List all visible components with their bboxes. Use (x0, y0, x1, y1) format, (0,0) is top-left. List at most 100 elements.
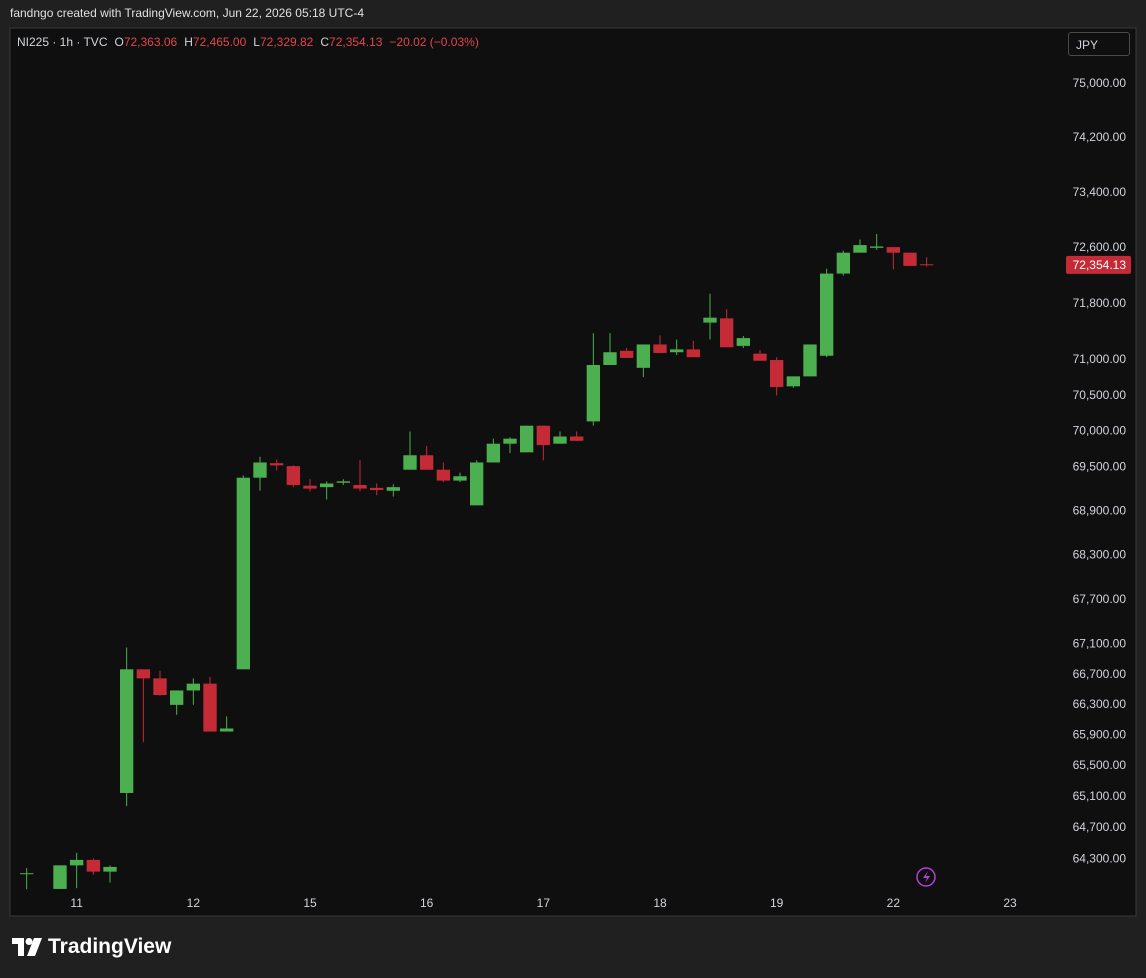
y-tick-label: 67,100.00 (1073, 637, 1127, 651)
x-tick-label: 23 (1003, 896, 1017, 910)
candle-body (686, 349, 700, 358)
candle-body (286, 466, 300, 485)
chart-frame (9, 27, 1137, 917)
candle-body (453, 476, 467, 481)
candle-body (870, 246, 884, 248)
x-tick-label: 18 (653, 896, 667, 910)
y-tick-label: 72,600.00 (1073, 240, 1127, 254)
legend-key: L (253, 35, 260, 49)
legend-value: 72,465.00 (192, 35, 247, 49)
candle-body (236, 477, 250, 670)
candle-body (920, 264, 934, 266)
candle-body (120, 669, 134, 793)
candle-body (753, 353, 767, 361)
candle-body (386, 487, 400, 491)
x-tick-label: 16 (420, 896, 434, 910)
candle-body (103, 866, 117, 872)
candle-body (20, 873, 34, 875)
candle-body (603, 352, 617, 365)
candle-body (203, 683, 217, 732)
legend-value: 72,363.06 (123, 35, 178, 49)
candle-body (186, 683, 200, 691)
candle-body (770, 360, 784, 388)
y-tick-label: 74,200.00 (1073, 130, 1127, 144)
y-tick-label: 65,100.00 (1073, 789, 1127, 803)
legend: NI225 · 1h · TVC O 72,363.06 H 72,465.00 L 72… (17, 35, 479, 49)
candle-body (553, 436, 567, 444)
candle-body (520, 425, 534, 453)
y-tick-label: 64,300.00 (1073, 851, 1127, 865)
legend-value: 72,354.13 (329, 35, 383, 49)
candle-body (153, 678, 167, 696)
y-tick-label: 68,900.00 (1073, 503, 1127, 517)
candle-body (220, 728, 234, 732)
legend-key: H (184, 35, 193, 49)
currency-button[interactable]: JPY (1068, 32, 1130, 56)
y-tick-label: 68,300.00 (1073, 547, 1127, 561)
x-tick-label: 15 (303, 896, 317, 910)
candle-body (786, 376, 800, 387)
y-tick-label: 71,800.00 (1073, 296, 1127, 310)
y-tick-label: 66,300.00 (1073, 697, 1127, 711)
last-price-label: 72,354.13 (1073, 258, 1127, 272)
candle-body (886, 247, 900, 253)
candle-body (586, 364, 600, 422)
legend-change: −20.02 (−0.03%) (389, 35, 479, 49)
candle-body (436, 469, 450, 481)
brand: TradingView (12, 935, 171, 959)
candle-body (86, 859, 100, 872)
y-tick-label: 75,000.00 (1073, 76, 1127, 90)
x-tick-label: 17 (537, 896, 551, 910)
y-tick-label: 65,900.00 (1073, 728, 1127, 742)
candle-body (336, 481, 350, 483)
x-tick-label: 11 (70, 896, 83, 910)
candle-body (486, 443, 500, 463)
candle-body (170, 690, 184, 705)
candle-body (70, 859, 84, 866)
brand-name: TradingView (48, 935, 172, 958)
y-tick-label: 73,400.00 (1073, 185, 1127, 199)
candle-body (370, 487, 384, 491)
candle-body (470, 462, 484, 506)
candle-body (136, 669, 150, 679)
candle-body (736, 338, 750, 346)
symbol-title: NI225 · 1h · TVC (17, 35, 108, 49)
candle-body (670, 349, 684, 353)
candle-body (820, 273, 834, 356)
y-tick-label: 64,700.00 (1073, 820, 1127, 834)
candle-body (720, 318, 734, 348)
lightning-bolt (923, 871, 930, 883)
candle-body (53, 865, 67, 889)
candle-body (320, 483, 334, 488)
y-tick-label: 70,500.00 (1073, 388, 1127, 402)
last-price-tag (1066, 255, 1131, 274)
brand-logo (12, 938, 42, 956)
y-tick-label: 65,500.00 (1073, 758, 1127, 772)
candle-body (420, 455, 434, 470)
x-tick-label: 19 (770, 896, 784, 910)
candle-body (836, 252, 850, 274)
candle-body (253, 462, 267, 478)
legend-value: 72,329.82 (259, 35, 314, 49)
candle-body (570, 436, 584, 441)
lightning-icon[interactable] (916, 867, 936, 887)
candle-body (703, 317, 717, 323)
candle-body (653, 344, 667, 353)
candle-body (270, 463, 284, 466)
candle-body (853, 245, 867, 253)
candle-body (636, 344, 650, 368)
y-tick-label: 71,000.00 (1073, 352, 1127, 366)
candle-body (503, 438, 517, 444)
candle-body (303, 485, 317, 489)
y-tick-label: 69,500.00 (1073, 460, 1127, 474)
candle-body (903, 252, 917, 266)
top-note: fandngo created with TradingView.com, Ju… (10, 6, 364, 20)
candle-body (353, 484, 367, 489)
candle-body (803, 344, 817, 377)
x-tick-label: 22 (887, 896, 901, 910)
y-tick-label: 66,700.00 (1073, 667, 1127, 681)
legend-key: O (114, 35, 124, 49)
candle-body (403, 455, 417, 470)
